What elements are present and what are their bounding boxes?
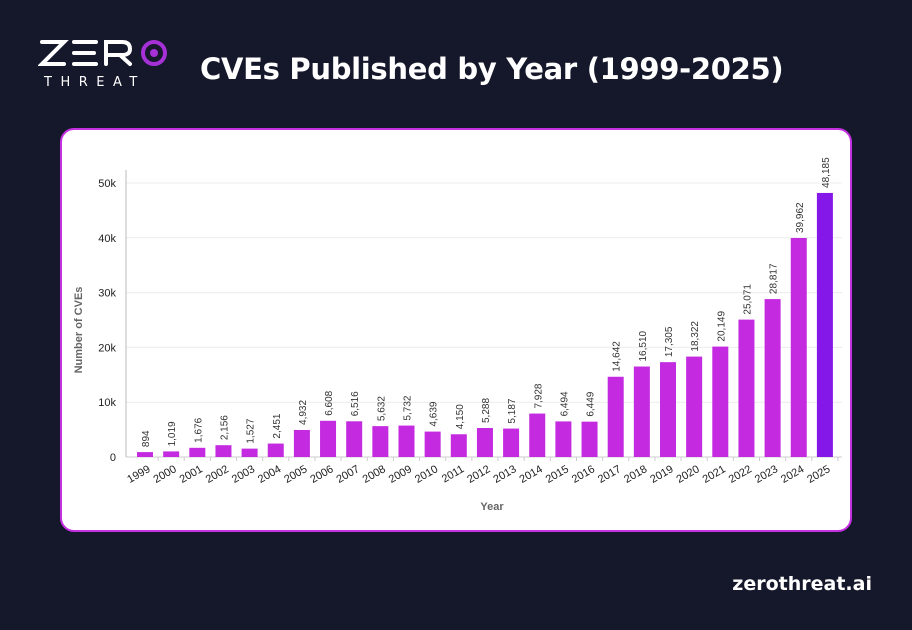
x-tick-label: 2010 [413,463,440,486]
bar-2018 [633,366,650,457]
data-label: 39,962 [795,202,806,233]
data-label: 5,632 [376,396,387,421]
x-tick-label: 2012 [465,463,492,486]
bar-2002 [215,445,232,457]
bar-2017 [607,376,624,457]
data-label: 2,451 [272,413,283,438]
data-label: 17,305 [664,326,675,357]
bar-2008 [372,426,389,457]
data-label: 16,510 [638,331,649,362]
x-tick-label: 2001 [178,463,205,486]
data-label: 1,676 [193,417,204,442]
bar-chart: Number of CVEs Year 0 10k 20k 30k 40k 50k 894 1… [73,157,842,513]
x-tick-label: 2009 [387,463,414,486]
data-label: 6,494 [559,391,570,416]
bar-2013 [503,428,520,457]
data-label: 4,639 [429,401,440,426]
page-title: CVEs Published by Year (1999-2025) [200,52,784,86]
x-tick-label: 2014 [518,463,545,486]
data-label: 18,322 [690,321,701,352]
bar-2024 [790,238,807,457]
x-tick-label: 2006 [308,463,335,486]
x-tick-label: 2023 [753,463,780,486]
x-tick-label: 2017 [596,463,623,486]
site-url: zerothreat.ai [732,573,872,595]
data-label: 7,928 [533,383,544,408]
data-label: 2,156 [219,415,230,440]
x-tick-label: 2002 [204,463,231,486]
y-axis-label: Number of CVEs [73,287,85,374]
bar-2016 [581,421,598,457]
chart-card: Number of CVEs Year 0 10k 20k 30k 40k 50k 894 1… [60,128,852,532]
bar-2023 [764,299,781,457]
x-tick-label: 2005 [282,463,309,486]
x-tick-label: 2008 [361,463,388,486]
x-tick-label: 2019 [648,463,675,486]
svg-text:THREAT: THREAT [43,75,146,90]
data-label: 6,516 [350,391,361,416]
data-label: 20,149 [716,311,727,342]
x-tick-label: 2007 [334,463,361,486]
data-label: 1,019 [167,421,178,446]
bar-2022 [738,319,755,457]
x-tick-label: 2024 [779,463,806,486]
data-label: 894 [141,430,152,447]
data-label: 5,288 [481,398,492,423]
bar-2014 [529,413,546,457]
data-label: 6,449 [586,391,597,416]
bar-2000 [163,451,180,457]
data-label: 14,642 [612,341,623,372]
bar-1999 [137,452,153,457]
x-tick-label: 1999 [125,463,152,486]
bar-2001 [189,447,206,457]
bar-2004 [267,443,284,457]
data-label: 6,608 [324,390,335,415]
bar-2015 [555,421,572,457]
bar-2009 [398,425,415,457]
bar-2019 [660,362,676,457]
bar-2021 [712,346,729,457]
x-tick-label: 2025 [805,463,832,486]
x-tick-label: 2020 [674,463,701,486]
x-tick-label: 2016 [570,463,597,486]
y-tick-label: 20k [98,342,116,354]
data-label: 25,071 [742,284,753,315]
x-tick-label: 2018 [622,463,649,486]
x-tick-label: 2022 [727,463,754,486]
x-tick-label: 2004 [256,463,283,486]
bar-2020 [686,356,703,457]
data-label: 1,527 [246,418,257,443]
y-tick-label: 30k [98,288,116,300]
x-tick-label: 2011 [440,463,466,485]
bar-2005 [293,429,310,457]
bar-2010 [424,431,441,457]
x-tick-label: 2000 [151,463,178,486]
x-tick-label: 2003 [230,463,257,486]
zerothreat-logo: THREAT [38,40,167,90]
x-tick-label: 2015 [544,463,571,486]
x-axis-label: Year [480,501,504,513]
data-label: 5,187 [507,398,518,423]
data-label: 5,732 [403,395,414,420]
bar-2025 [816,192,833,457]
bar-2003 [241,448,258,457]
bar-2011 [450,434,467,457]
data-label: 28,817 [769,263,780,294]
y-tick-label: 10k [98,397,116,409]
y-tick-label: 0 [110,452,116,464]
x-tick-label: 2021 [701,463,728,486]
data-label: 4,150 [455,404,466,429]
bar-2007 [346,421,363,457]
data-label: 48,185 [821,157,832,188]
y-tick-label: 50k [98,178,116,190]
bar-2006 [320,420,337,457]
y-tick-label: 40k [98,233,116,245]
bar-2012 [476,428,493,457]
data-label: 4,932 [298,400,309,425]
x-tick-label: 2013 [491,463,518,486]
